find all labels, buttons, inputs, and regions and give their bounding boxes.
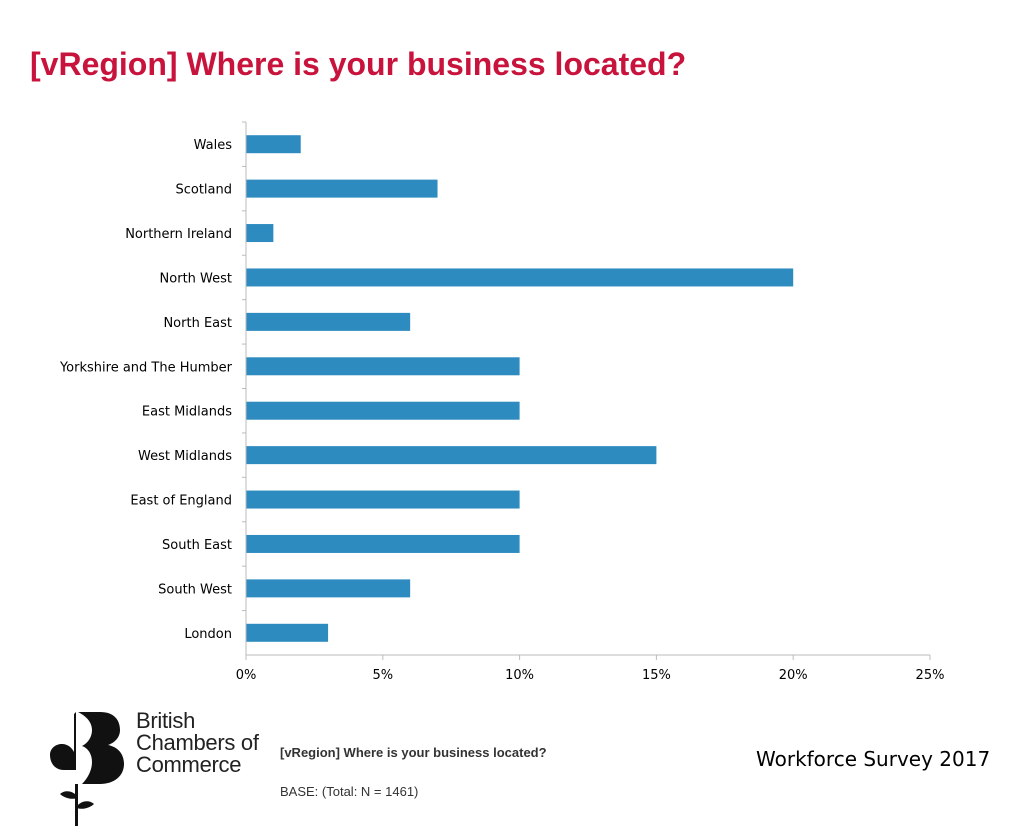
bar-east-midlands <box>246 401 520 420</box>
bar-west-midlands <box>246 446 657 465</box>
x-tick-label: 25% <box>916 668 945 683</box>
bar-wales <box>246 135 301 154</box>
bar-east-of-england <box>246 490 520 509</box>
bar-northern-ireland <box>246 224 274 243</box>
category-label: Yorkshire and The Humber <box>59 360 233 375</box>
x-tick-label: 10% <box>505 668 534 683</box>
category-label: East Midlands <box>142 405 232 420</box>
category-label: London <box>184 627 232 642</box>
x-tick-label: 15% <box>642 668 671 683</box>
x-tick-label: 20% <box>779 668 808 683</box>
bars-group <box>246 135 794 642</box>
category-label: North West <box>160 271 232 286</box>
bar-yorkshire-and-the-humber <box>246 357 520 376</box>
axes-group <box>242 121 931 660</box>
footer-base: BASE: (Total: N = 1461) <box>280 784 419 799</box>
bar-london <box>246 623 329 642</box>
category-label: South East <box>162 538 232 553</box>
bar-chart: Wales Scotland Northern Ireland North West N… <box>59 121 945 683</box>
footer-question: [vRegion] Where is your business located… <box>280 745 547 760</box>
bcc-logo: British Chambers of Commerce <box>48 710 278 826</box>
logo-line-1: British <box>136 708 196 733</box>
category-label: East of England <box>130 494 232 509</box>
category-label: Northern Ireland <box>125 227 232 242</box>
category-label: South West <box>158 582 232 597</box>
logo-line-3: Commerce <box>136 752 242 777</box>
survey-name: Workforce Survey 2017 <box>756 747 991 771</box>
category-label: Wales <box>194 138 233 153</box>
bar-south-west <box>246 579 411 598</box>
x-tick-label: 5% <box>372 668 393 683</box>
bcc-logo-mark-icon <box>50 712 124 826</box>
page-title: [vRegion] Where is your business located… <box>30 46 687 82</box>
bar-south-east <box>246 534 520 553</box>
category-label: West Midlands <box>138 449 232 464</box>
bcc-logo-wordmark: British Chambers of Commerce <box>136 710 259 776</box>
logo-line-2: Chambers of <box>136 730 259 755</box>
tick-labels-group: 0% 5% 10% 15% 20% 25% <box>236 668 945 683</box>
bar-north-west <box>246 268 794 287</box>
bar-north-east <box>246 312 411 331</box>
category-labels-group: Wales Scotland Northern Ireland North West N… <box>59 138 233 642</box>
category-label: North East <box>163 316 232 331</box>
x-tick-label: 0% <box>236 668 257 683</box>
bar-scotland <box>246 179 438 198</box>
category-label: Scotland <box>175 183 232 198</box>
